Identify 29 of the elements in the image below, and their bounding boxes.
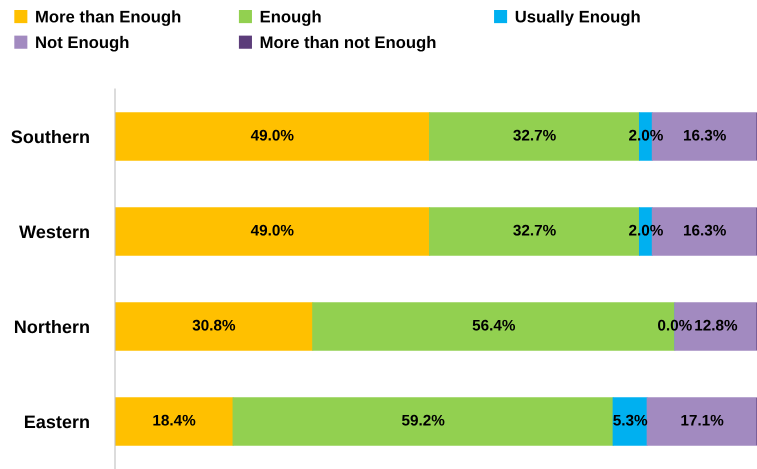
bar (115, 302, 314, 351)
y-tick-label: Western (19, 226, 89, 238)
data-label: 12.8% (695, 320, 738, 331)
data-label: 16.3% (684, 224, 726, 236)
legend-label: Enough (260, 10, 321, 26)
data-label: 2.0% (629, 224, 663, 236)
legend-label: More than Enough (36, 10, 180, 26)
bar (115, 207, 430, 256)
legend-label: Not Enough (36, 36, 128, 52)
data-label: 30.8% (192, 320, 236, 331)
legend-label: More than not Enough (260, 36, 436, 52)
data-label: 18.4% (153, 414, 196, 426)
y-tick-label: Northern (14, 320, 89, 334)
data-label: 2.0% (629, 130, 663, 141)
y-tick-label: Southern (11, 130, 89, 144)
bar (646, 397, 757, 446)
data-label: 32.7% (513, 130, 556, 141)
data-label: 49.0% (250, 130, 294, 141)
bar (232, 397, 614, 446)
data-label: 32.7% (513, 224, 556, 236)
data-label: 59.2% (402, 414, 444, 426)
legend-label: Usually Enough (516, 10, 640, 26)
data-label: 16.3% (684, 130, 726, 141)
bar (115, 112, 430, 161)
data-label: 56.4% (472, 320, 516, 331)
data-label: 49.0% (250, 224, 294, 236)
y-tick-label: Eastern (24, 416, 89, 428)
bar (115, 397, 234, 446)
data-label: 17.1% (681, 414, 724, 426)
